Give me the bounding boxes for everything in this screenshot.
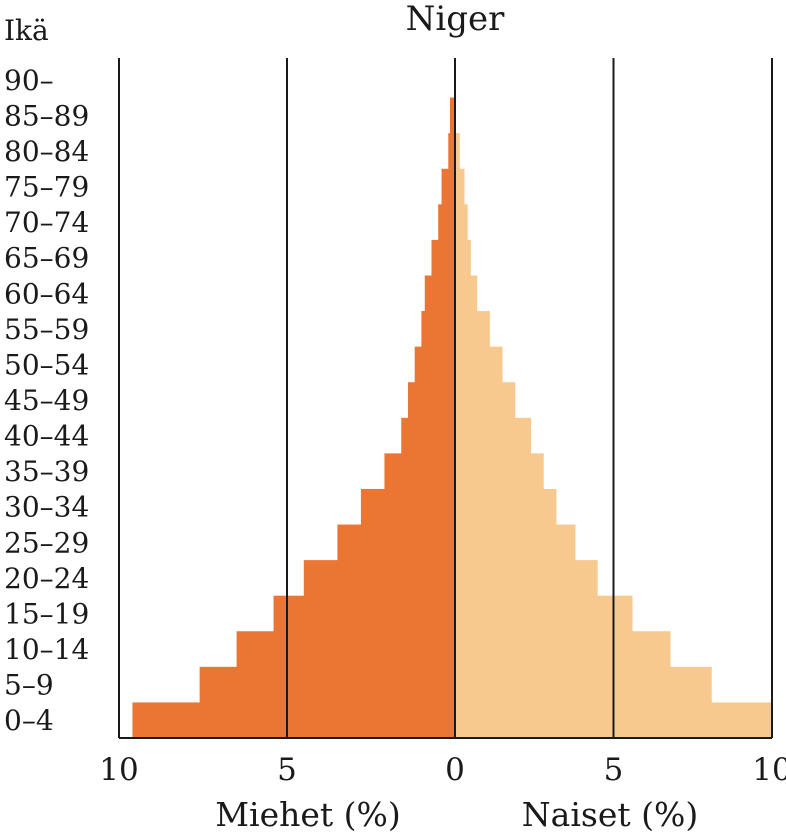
- female-bar-5: [455, 524, 576, 561]
- age-label-14: 70–74: [4, 206, 89, 239]
- x-tick-label-0: 10: [99, 752, 138, 788]
- x-axis-title-male: Miehet (%): [215, 795, 401, 834]
- female-bar-13: [455, 239, 471, 276]
- age-label-16: 80–84: [4, 135, 89, 168]
- age-label-12: 60–64: [4, 277, 89, 310]
- age-label-4: 20–24: [4, 562, 89, 595]
- age-label-15: 75–79: [4, 171, 89, 204]
- male-bar-15: [441, 168, 455, 205]
- female-bar-8: [455, 417, 532, 454]
- age-label-18: 90–: [4, 64, 54, 97]
- male-bar-3: [273, 595, 455, 632]
- female-bar-10: [455, 346, 503, 383]
- female-bar-6: [455, 488, 557, 525]
- female-bar-9: [455, 382, 516, 419]
- age-label-5: 25–29: [4, 526, 89, 559]
- male-bar-16: [448, 133, 455, 170]
- x-tick-label-1: 5: [277, 752, 297, 788]
- age-label-17: 85–89: [4, 99, 89, 132]
- age-label-10: 50–54: [4, 348, 89, 381]
- male-bar-9: [407, 382, 455, 419]
- male-bar-2: [236, 631, 455, 668]
- y-axis-title: Ikä: [4, 14, 49, 47]
- age-label-0: 0–4: [4, 704, 54, 737]
- male-bar-10: [414, 346, 455, 383]
- age-label-8: 40–44: [4, 420, 89, 453]
- male-bar-12: [424, 275, 455, 312]
- male-bar-17: [449, 97, 455, 134]
- male-bar-11: [421, 311, 455, 348]
- male-bar-5: [337, 524, 455, 561]
- age-label-2: 10–14: [4, 633, 89, 666]
- age-label-3: 15–19: [4, 597, 89, 630]
- x-tick-label-4: 10: [752, 752, 786, 788]
- female-bar-15: [455, 168, 465, 205]
- x-axis-title-female: Naiset (%): [522, 795, 698, 834]
- female-bar-1: [455, 666, 712, 703]
- male-bar-14: [438, 204, 455, 241]
- female-bar-14: [455, 204, 468, 241]
- male-bars: [132, 97, 455, 739]
- female-bar-12: [455, 275, 478, 312]
- female-bars: [455, 133, 772, 739]
- female-bar-11: [455, 311, 490, 348]
- age-label-6: 30–34: [4, 491, 89, 524]
- age-label-7: 35–39: [4, 455, 89, 488]
- vertical-gridlines: [118, 58, 773, 739]
- age-group-labels: 0–45–910–1415–1920–2425–2930–3435–3940–4…: [4, 64, 89, 737]
- female-bar-3: [455, 595, 633, 632]
- male-bar-4: [303, 560, 455, 597]
- male-bar-1: [199, 666, 455, 703]
- female-bar-2: [455, 631, 671, 668]
- chart-title: Niger: [406, 0, 506, 39]
- female-bar-4: [455, 560, 598, 597]
- male-bar-0: [132, 702, 455, 739]
- x-tick-label-3: 5: [604, 752, 624, 788]
- female-bar-7: [455, 453, 544, 490]
- male-bar-7: [384, 453, 455, 490]
- female-bar-16: [455, 133, 460, 170]
- x-tick-label-2: 0: [445, 752, 465, 788]
- age-label-11: 55–59: [4, 313, 89, 346]
- male-bar-6: [360, 488, 455, 525]
- male-bar-13: [431, 239, 455, 276]
- male-bar-8: [401, 417, 455, 454]
- age-label-13: 65–69: [4, 242, 89, 275]
- x-tick-labels: 10 5 0 5 10: [99, 752, 786, 788]
- age-label-9: 45–49: [4, 384, 89, 417]
- age-label-1: 5–9: [4, 669, 54, 702]
